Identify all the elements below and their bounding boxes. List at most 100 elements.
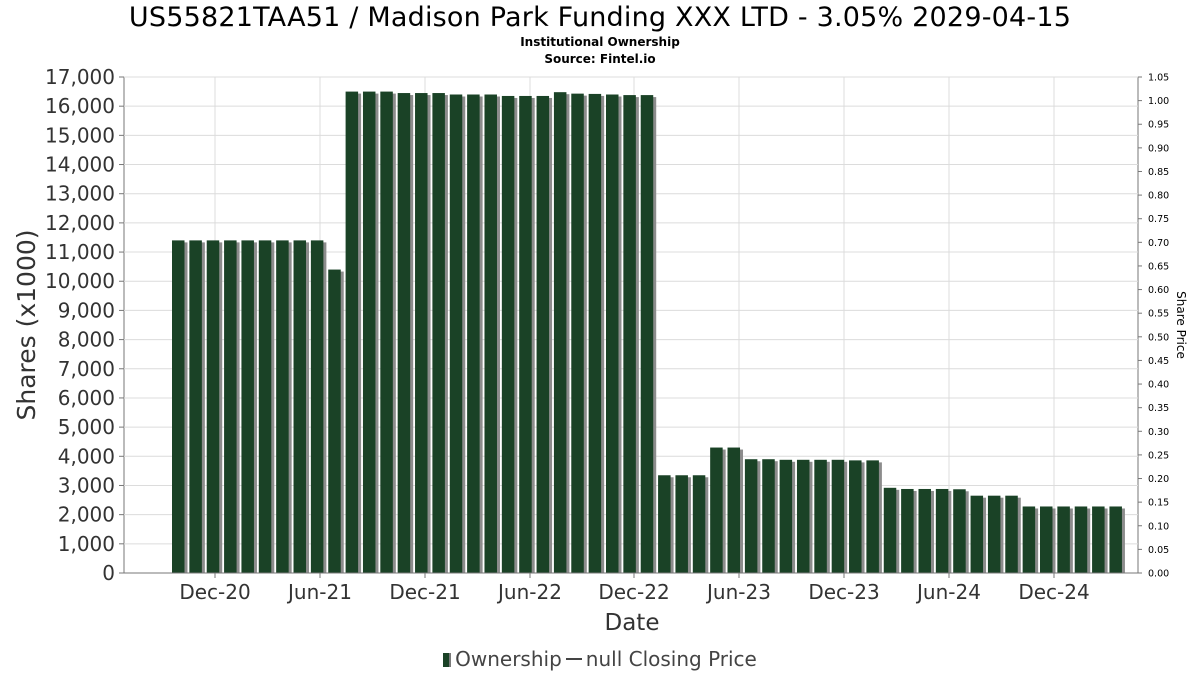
price-legend-label: null Closing Price [585, 647, 757, 671]
y2-tick-label: 0.30 [1148, 427, 1169, 438]
bar [779, 459, 793, 573]
x-tick-label: Jun-23 [705, 580, 771, 604]
bar [918, 488, 931, 573]
bar [640, 95, 654, 573]
bar [519, 95, 532, 573]
bar [1057, 506, 1070, 573]
bar [935, 488, 949, 573]
bar [606, 94, 619, 573]
chart-subtitle: Institutional Ownership [520, 35, 680, 49]
bar [1005, 495, 1018, 573]
bar [467, 94, 480, 573]
ownership-legend-label: Ownership [455, 647, 562, 671]
y-tick-label: 1,000 [58, 532, 115, 556]
y2-tick-label: 0.55 [1148, 309, 1169, 320]
y2-tick-label: 0.85 [1148, 167, 1169, 178]
y-tick-label: 8,000 [58, 328, 115, 352]
bar [814, 459, 827, 573]
y-tick-label: 15,000 [45, 123, 115, 147]
y2-tick-label: 0.40 [1148, 380, 1169, 391]
y2-tick-label: 0.50 [1148, 332, 1169, 343]
bar [328, 269, 341, 573]
x-axis-title: Date [605, 610, 660, 636]
bar [1022, 506, 1036, 573]
bar [276, 240, 289, 573]
y-tick-label: 16,000 [45, 94, 115, 118]
bar [241, 240, 254, 573]
y2-tick-label: 0.70 [1148, 238, 1169, 249]
bar [727, 447, 741, 573]
y2-tick-label: 0.20 [1148, 474, 1169, 485]
bar [449, 94, 463, 573]
bar [415, 93, 428, 573]
bar [623, 95, 636, 573]
x-tick-label: Dec-22 [598, 580, 669, 604]
x-tick-label: Jun-22 [496, 580, 562, 604]
bar [501, 95, 515, 573]
y-tick-label: 9,000 [58, 298, 115, 322]
bar [762, 459, 775, 573]
y2-tick-label: 0.45 [1148, 356, 1169, 367]
chart-plot: 0 1,000 2,000 3,000 4,000 5,000 6,000 7,000 8,00… [12, 65, 1188, 636]
y-tick-label: 6,000 [58, 386, 115, 410]
y-tick-label: 7,000 [58, 357, 115, 381]
y-tick-label: 13,000 [45, 182, 115, 206]
x-tick-label: Dec-23 [808, 580, 879, 604]
y2-tick-label: 0.00 [1148, 569, 1169, 580]
bar [432, 93, 445, 573]
bar [1109, 506, 1122, 573]
bar [796, 459, 810, 573]
y2-tick-label: 0.90 [1148, 143, 1169, 154]
y2-tick-label: 0.65 [1148, 261, 1169, 272]
y-tick-label: 14,000 [45, 153, 115, 177]
bar [1074, 506, 1088, 573]
bar [901, 488, 914, 573]
y-tick-label: 17,000 [45, 65, 115, 89]
bar [588, 93, 602, 573]
x-tick-label: Dec-24 [1018, 580, 1089, 604]
y-tick-label: 5,000 [58, 415, 115, 439]
bar [397, 93, 411, 573]
x-tick-label: Jun-24 [915, 580, 981, 604]
bar [536, 95, 550, 573]
chart-legend: Ownership null Closing Price [0, 647, 1200, 671]
y-tick-label: 4,000 [58, 444, 115, 468]
bar [380, 91, 393, 574]
y-tick-label: 10,000 [45, 269, 115, 293]
bar [970, 495, 984, 573]
bar [189, 240, 202, 573]
y2-tick-label: 0.15 [1148, 498, 1169, 509]
y-tick-label: 11,000 [45, 240, 115, 264]
ownership-legend-swatch [443, 653, 452, 667]
bar [866, 460, 879, 573]
y2-tick-label: 1.00 [1148, 96, 1169, 107]
bar [553, 92, 567, 574]
chart-title: US55821TAA51 / Madison Park Funding XXX … [128, 2, 1072, 33]
bar [675, 475, 688, 573]
bar [258, 240, 272, 573]
bar [172, 240, 185, 573]
bar [692, 475, 706, 573]
bar [744, 459, 758, 573]
bar [571, 93, 584, 573]
y2-tick-label: 0.80 [1148, 191, 1169, 202]
bar [206, 240, 220, 573]
bar [362, 91, 376, 574]
bar [831, 459, 845, 573]
y2-tick-label: 0.35 [1148, 403, 1169, 414]
bar [293, 240, 307, 573]
bar [658, 475, 671, 573]
y2-tick-label: 1.05 [1148, 73, 1169, 84]
y2-tick-label: 0.05 [1148, 545, 1169, 556]
bar [484, 94, 497, 573]
bar [987, 495, 1001, 573]
bar [953, 489, 966, 573]
chart-source: Source: Fintel.io [544, 52, 656, 66]
bar [1092, 506, 1105, 573]
bar [310, 240, 324, 573]
y2-tick-label: 0.95 [1148, 120, 1169, 131]
y2-tick-label: 0.10 [1148, 521, 1169, 532]
y-tick-label: 12,000 [45, 211, 115, 235]
x-tick-label: Dec-20 [179, 580, 250, 604]
x-tick-label: Dec-21 [389, 580, 460, 604]
